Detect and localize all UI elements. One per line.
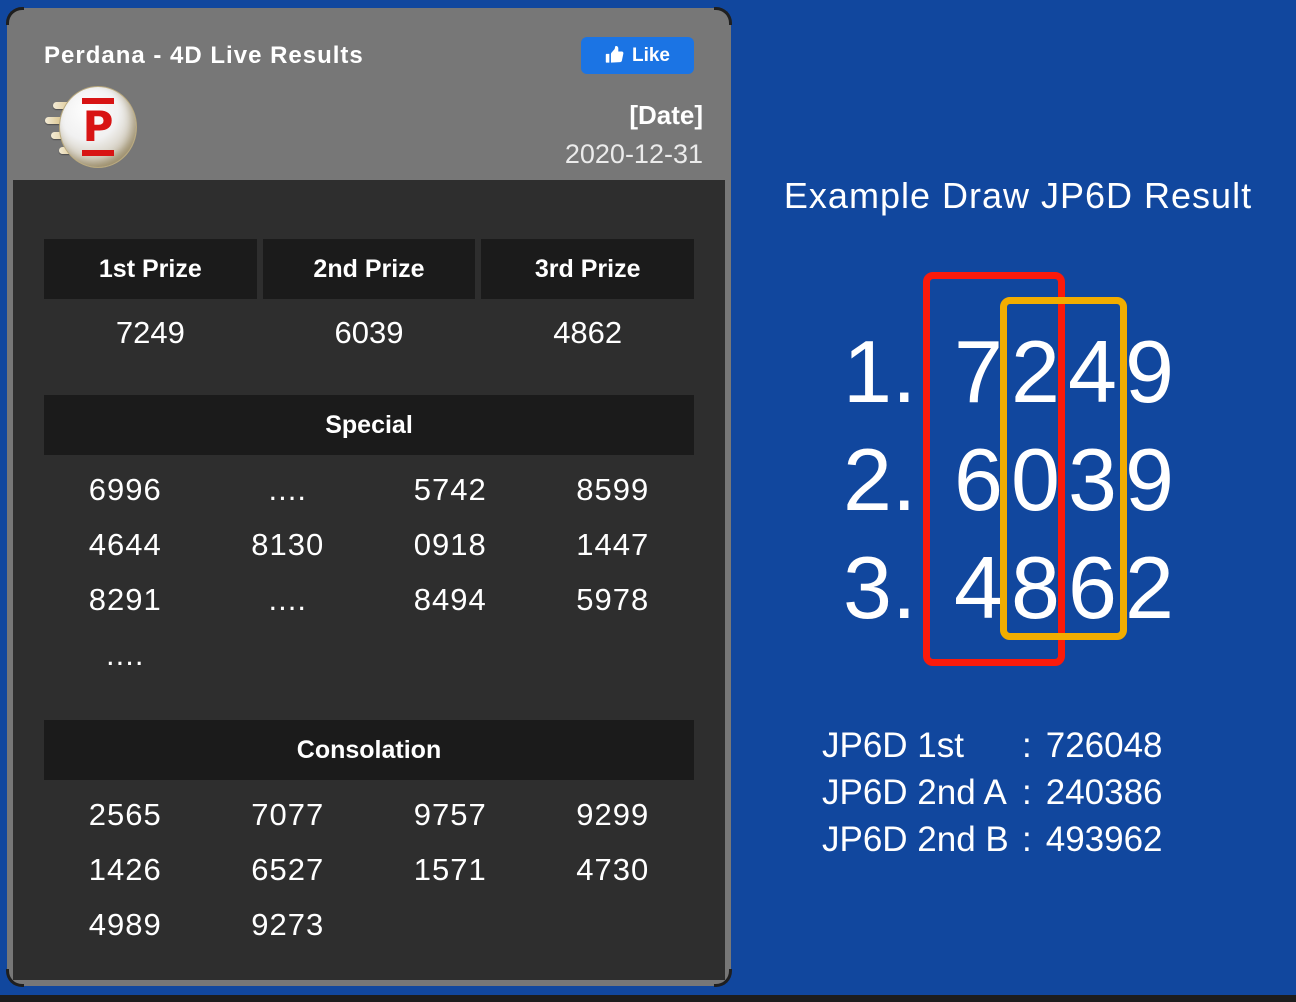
jp6d-label: JP6D 1st	[822, 726, 964, 765]
example-draw-line: 2. 6039	[843, 426, 1178, 534]
special-row: ....	[44, 627, 694, 682]
consolation-number: 9299	[576, 796, 650, 832]
example-title: Example Draw JP6D Result	[783, 175, 1253, 216]
third-prize-number: 4862	[553, 315, 623, 350]
jp6d-results: JP6D 1st:726048 JP6D 2nd A:240386 JP6D 2…	[822, 722, 1163, 863]
widget-title: Perdana - 4D Live Results	[44, 42, 364, 69]
consolation-number: 7077	[251, 796, 325, 832]
date-label: [Date]	[629, 100, 703, 130]
consolation-row: 2565 7077 9757 9299	[44, 787, 694, 842]
consolation-row: 4989 9273	[44, 897, 694, 952]
like-button[interactable]: Like	[581, 37, 694, 74]
results-body: 1st Prize 2nd Prize 3rd Prize 7249 6039 …	[13, 180, 725, 980]
special-number: 5742	[413, 471, 487, 507]
draw-digit: 0	[1011, 430, 1060, 529]
consolation-number: 9273	[251, 906, 325, 942]
first-prize-number: 7249	[115, 315, 185, 350]
consolation-number: 1571	[413, 851, 487, 887]
jp6d-value: 493962	[1045, 820, 1163, 859]
draw-digit: 2	[1125, 538, 1174, 637]
special-section-header: Special	[44, 395, 694, 455]
top-prize-header-row: 1st Prize 2nd Prize 3rd Prize	[44, 239, 695, 299]
date-value: 2020-12-31	[564, 139, 703, 169]
special-number: 6996	[88, 471, 162, 507]
draw-digit: 3	[1068, 430, 1117, 529]
draw-rank: 2.	[843, 430, 917, 529]
consolation-number: 6527	[251, 851, 325, 887]
draw-rank: 3.	[843, 538, 917, 637]
jp6d-line: JP6D 2nd B:493962	[822, 816, 1163, 863]
jp6d-label: JP6D 2nd B	[822, 820, 1009, 859]
special-number: 0918	[413, 526, 487, 562]
date-block: [Date] 2020-12-31	[565, 100, 703, 169]
panel-corner-decoration	[6, 969, 24, 987]
jp6d-line: JP6D 1st:726048	[822, 722, 1163, 769]
logo-letter: P	[82, 102, 114, 151]
example-draw-line: 3. 4862	[843, 534, 1178, 642]
jp6d-value: 726048	[1045, 726, 1163, 765]
special-row: 8291 .... 8494 5978	[44, 572, 694, 627]
special-number	[532, 627, 695, 682]
consolation-number	[369, 897, 532, 952]
second-prize-number: 6039	[334, 315, 404, 350]
draw-digit: 9	[1125, 322, 1174, 421]
special-number: 4644	[88, 526, 162, 562]
jp6d-line: JP6D 2nd A:240386	[822, 769, 1163, 816]
special-number: 1447	[576, 526, 650, 562]
jp6d-separator: :	[1022, 820, 1032, 859]
jp6d-value: 240386	[1045, 773, 1163, 812]
first-pair-highlight-rect	[923, 272, 1065, 666]
jp6d-label: JP6D 2nd A	[822, 773, 1007, 812]
thumbs-up-icon	[605, 46, 624, 63]
draw-digit: 4	[1068, 322, 1117, 421]
consolation-number: 2565	[88, 796, 162, 832]
first-prize-header: 1st Prize	[44, 239, 257, 299]
draw-rank: 1.	[843, 322, 917, 421]
example-draw-line: 1. 7249	[843, 318, 1178, 426]
panel-corner-decoration	[6, 7, 24, 25]
special-row: 6996 .... 5742 8599	[44, 462, 694, 517]
panel-corner-decoration	[714, 7, 732, 25]
top-prize-value-row: 7249 6039 4862	[44, 311, 694, 355]
special-number: ....	[268, 471, 307, 507]
consolation-row: 1426 6527 1571 4730	[44, 842, 694, 897]
special-row: 4644 8130 0918 1447	[44, 517, 694, 572]
special-number: 5978	[576, 581, 650, 617]
consolation-number: 1426	[88, 851, 162, 887]
jp6d-separator: :	[1022, 773, 1032, 812]
panel-corner-decoration	[714, 969, 732, 987]
consolation-number: 9757	[413, 796, 487, 832]
special-number: 8291	[88, 581, 162, 617]
special-number: ....	[268, 581, 307, 617]
draw-digit: 6	[1068, 538, 1117, 637]
middle-pair-highlight-rect	[1000, 297, 1127, 640]
jp6d-separator: :	[1022, 726, 1032, 765]
consolation-number: 4989	[88, 906, 162, 942]
second-prize-header: 2nd Prize	[262, 239, 476, 299]
perdana-logo: P	[43, 84, 139, 174]
results-widget: Perdana - 4D Live Results Like P [Date] …	[6, 7, 732, 987]
special-number: 8494	[413, 581, 487, 617]
special-number	[207, 627, 370, 682]
logo-p-mark: P	[77, 98, 119, 156]
consolation-section-header: Consolation	[44, 720, 694, 780]
draw-digit: 8	[1011, 538, 1060, 637]
third-prize-header: 3rd Prize	[481, 239, 695, 299]
consolation-number: 4730	[576, 851, 650, 887]
consolation-number	[532, 897, 695, 952]
bottom-dark-strip	[0, 995, 1296, 1002]
draw-digit: 4	[954, 538, 1003, 637]
special-number: ....	[106, 636, 145, 672]
special-number: 8599	[576, 471, 650, 507]
special-number: 8130	[251, 526, 325, 562]
draw-digit: 7	[954, 322, 1003, 421]
draw-digit: 9	[1125, 430, 1174, 529]
special-number	[369, 627, 532, 682]
draw-digit: 2	[1011, 322, 1060, 421]
like-button-label: Like	[631, 44, 671, 66]
draw-digit: 6	[954, 430, 1003, 529]
logo-bottom-bar	[82, 150, 114, 156]
logo-top-bar	[82, 98, 114, 104]
